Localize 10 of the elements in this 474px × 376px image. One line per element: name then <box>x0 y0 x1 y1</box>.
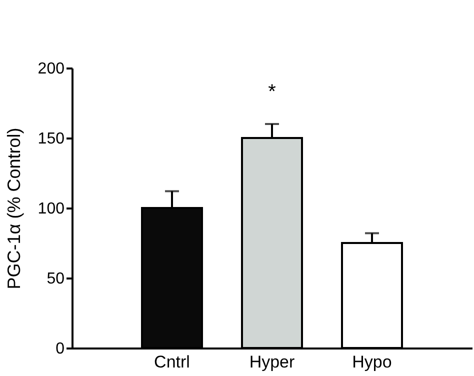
y-tick-label: 200 <box>38 60 65 78</box>
y-tick-label: 150 <box>38 130 65 148</box>
y-tick-label: 100 <box>38 200 65 218</box>
x-tick-label: Hypo <box>352 352 392 372</box>
annotation: * <box>268 81 276 103</box>
y-tick-label: 0 <box>56 340 65 358</box>
x-tick-label: Hyper <box>249 352 296 372</box>
y-axis-title: PGC-1α (% Control) <box>4 128 24 290</box>
y-tick-label: 50 <box>46 270 65 288</box>
x-tick-label: Cntrl <box>154 352 190 372</box>
